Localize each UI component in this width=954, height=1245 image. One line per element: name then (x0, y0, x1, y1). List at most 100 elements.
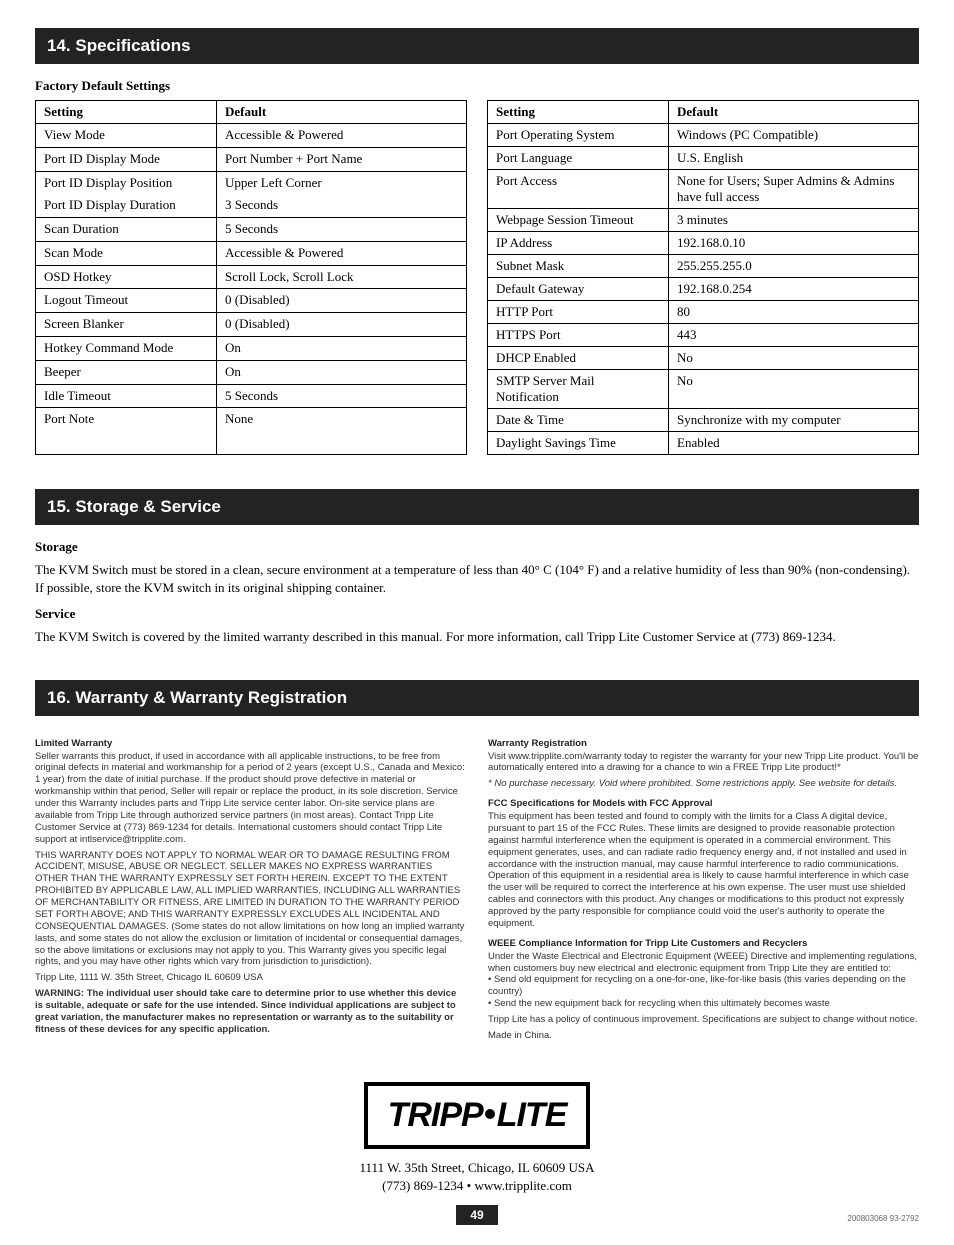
cell-setting: HTTP Port (488, 301, 669, 324)
warranty-left-col: Limited Warranty Seller warrants this pr… (35, 730, 466, 1046)
cell-setting: Port Note (36, 408, 217, 431)
cell-default: Accessible & Powered (217, 124, 467, 148)
service-text: The KVM Switch is covered by the limited… (35, 628, 919, 646)
table-row: Port LanguageU.S. English (488, 147, 919, 170)
cell-setting: Screen Blanker (36, 313, 217, 337)
table-row: Webpage Session Timeout3 minutes (488, 209, 919, 232)
cell-default: Synchronize with my computer (669, 409, 919, 432)
cell-setting (36, 431, 217, 454)
table-row: View ModeAccessible & Powered (36, 124, 467, 148)
limited-warranty-head: Limited Warranty (35, 738, 466, 750)
cell-default: 192.168.0.254 (669, 278, 919, 301)
cell-default: Enabled (669, 432, 919, 455)
fcc-head: FCC Specifications for Models with FCC A… (488, 798, 919, 810)
limited-warranty-p2: THIS WARRANTY DOES NOT APPLY TO NORMAL W… (35, 850, 466, 969)
table-row: Screen Blanker0 (Disabled) (36, 313, 467, 337)
cell-setting: Scan Duration (36, 218, 217, 242)
table-row: Scan ModeAccessible & Powered (36, 241, 467, 265)
factory-defaults-heading: Factory Default Settings (35, 78, 919, 94)
cell-default: Accessible & Powered (217, 241, 467, 265)
doc-code: 200803068 93-2792 (847, 1214, 919, 1223)
cell-setting: Daylight Savings Time (488, 432, 669, 455)
defaults-tables: Setting Default View ModeAccessible & Po… (35, 100, 919, 455)
weee-head: WEEE Compliance Information for Tripp Li… (488, 938, 919, 950)
cell-setting: Default Gateway (488, 278, 669, 301)
weee-bullet1: • Send old equipment for recycling on a … (488, 974, 919, 998)
storage-text: The KVM Switch must be stored in a clean… (35, 561, 919, 596)
warranty-reg-p1: Visit www.tripplite.com/warranty today t… (488, 751, 919, 775)
section-15-header: 15. Storage & Service (35, 489, 919, 525)
table-row: Subnet Mask255.255.255.0 (488, 255, 919, 278)
cell-default: None for Users; Super Admins & Admins ha… (669, 170, 919, 209)
service-heading: Service (35, 606, 919, 622)
section-14-header: 14. Specifications (35, 28, 919, 64)
table-row: IP Address192.168.0.10 (488, 232, 919, 255)
cell-default: No (669, 370, 919, 409)
cell-setting: IP Address (488, 232, 669, 255)
table-row: Default Gateway192.168.0.254 (488, 278, 919, 301)
cell-setting: Logout Timeout (36, 289, 217, 313)
weee-bullet2: • Send the new equipment back for recycl… (488, 998, 919, 1010)
table-row: Hotkey Command ModeOn (36, 337, 467, 361)
page-number: 49 (456, 1205, 497, 1225)
table-row: SMTP Server Mail NotificationNo (488, 370, 919, 409)
policy-text: Tripp Lite has a policy of continuous im… (488, 1014, 919, 1026)
table-row: OSD HotkeyScroll Lock, Scroll Lock (36, 265, 467, 289)
cell-default: 0 (Disabled) (217, 313, 467, 337)
cell-default: 5 Seconds (217, 384, 467, 408)
warranty-reg-note: * No purchase necessary. Void where proh… (488, 778, 919, 790)
warranty-reg-head: Warranty Registration (488, 738, 919, 750)
cell-default: 443 (669, 324, 919, 347)
table-row: HTTP Port80 (488, 301, 919, 324)
cell-default: 3 minutes (669, 209, 919, 232)
logo-text-a: TRIPP (388, 1096, 483, 1134)
table-row: Port NoteNone (36, 408, 467, 431)
cell-default: Windows (PC Compatible) (669, 124, 919, 147)
cell-setting: Date & Time (488, 409, 669, 432)
cell-default: On (217, 360, 467, 384)
cell-setting: Port ID Display Mode (36, 147, 217, 171)
cell-setting: View Mode (36, 124, 217, 148)
table-row (36, 431, 467, 454)
tripp-address: Tripp Lite, 1111 W. 35th Street, Chicago… (35, 972, 466, 984)
table-row: Port ID Display PositionUpper Left Corne… (36, 171, 467, 194)
cell-setting: SMTP Server Mail Notification (488, 370, 669, 409)
tripp-lite-logo: TRIPP LITE (364, 1082, 591, 1149)
cell-setting: Beeper (36, 360, 217, 384)
weee-p1: Under the Waste Electrical and Electroni… (488, 951, 919, 975)
cell-setting: Scan Mode (36, 241, 217, 265)
table-row: Port ID Display ModePort Number + Port N… (36, 147, 467, 171)
cell-setting: Port Operating System (488, 124, 669, 147)
cell-default: 3 Seconds (217, 194, 467, 217)
cell-setting: Webpage Session Timeout (488, 209, 669, 232)
logo-dot-icon (485, 1109, 495, 1119)
cell-default: None (217, 408, 467, 431)
table-row: Port ID Display Duration3 Seconds (36, 194, 467, 217)
table-row: DHCP EnabledNo (488, 347, 919, 370)
section-16-header: 16. Warranty & Warranty Registration (35, 680, 919, 716)
cell-setting: Hotkey Command Mode (36, 337, 217, 361)
storage-heading: Storage (35, 539, 919, 555)
cell-setting: Port ID Display Position (36, 171, 217, 194)
cell-default: 80 (669, 301, 919, 324)
cell-default: Upper Left Corner (217, 171, 467, 194)
table-row: Logout Timeout0 (Disabled) (36, 289, 467, 313)
logo-text-b: LITE (497, 1096, 567, 1134)
cell-default: On (217, 337, 467, 361)
defaults-table-left: Setting Default View ModeAccessible & Po… (35, 100, 467, 455)
cell-default: 5 Seconds (217, 218, 467, 242)
cell-setting: OSD Hotkey (36, 265, 217, 289)
th-default: Default (217, 101, 467, 124)
cell-setting: Port Access (488, 170, 669, 209)
cell-default: 255.255.255.0 (669, 255, 919, 278)
th-default: Default (669, 101, 919, 124)
cell-setting: Port ID Display Duration (36, 194, 217, 217)
table-row: Idle Timeout5 Seconds (36, 384, 467, 408)
cell-setting: Port Language (488, 147, 669, 170)
th-setting: Setting (36, 101, 217, 124)
table-row: BeeperOn (36, 360, 467, 384)
table-row: Port Operating SystemWindows (PC Compati… (488, 124, 919, 147)
table-row: HTTPS Port443 (488, 324, 919, 347)
table-row: Daylight Savings TimeEnabled (488, 432, 919, 455)
th-setting: Setting (488, 101, 669, 124)
